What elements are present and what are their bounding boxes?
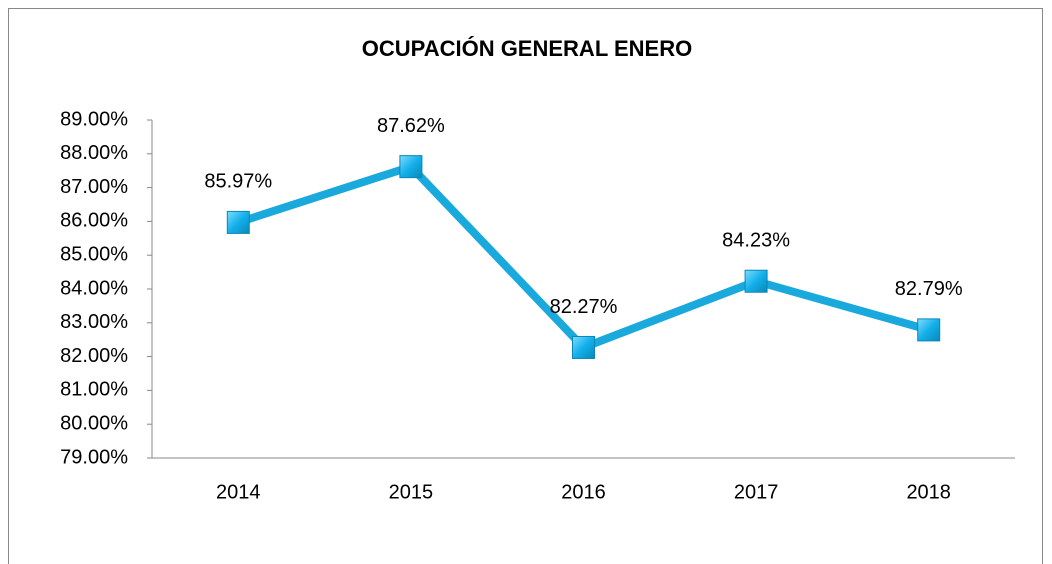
data-label: 85.97% bbox=[204, 171, 272, 193]
y-tick-label: 83.00% bbox=[60, 311, 128, 333]
y-tick-label: 87.00% bbox=[60, 176, 128, 198]
x-tick-label: 2014 bbox=[216, 481, 261, 503]
x-tick-label: 2017 bbox=[734, 481, 779, 503]
x-tick-label: 2015 bbox=[389, 481, 434, 503]
x-tick-label: 2016 bbox=[561, 481, 606, 503]
y-tick-label: 79.00% bbox=[60, 446, 128, 468]
chart-title: OCUPACIÓN GENERAL ENERO bbox=[362, 36, 692, 61]
data-label: 87.62% bbox=[377, 115, 445, 137]
y-tick-label: 80.00% bbox=[60, 412, 128, 434]
y-tick-label: 81.00% bbox=[60, 379, 128, 401]
marker bbox=[917, 318, 941, 342]
y-tick-label: 89.00% bbox=[60, 108, 128, 130]
y-tick-label: 82.00% bbox=[60, 345, 128, 367]
marker bbox=[399, 155, 423, 179]
chart-border bbox=[8, 8, 1043, 564]
series-line bbox=[237, 162, 930, 352]
marker bbox=[572, 335, 595, 359]
data-label: 82.27% bbox=[550, 296, 618, 318]
y-tick-label: 85.00% bbox=[60, 243, 128, 265]
data-label: 82.79% bbox=[895, 278, 963, 300]
marker bbox=[744, 269, 768, 293]
x-tick-label: 2018 bbox=[906, 481, 951, 503]
data-label: 84.23% bbox=[722, 230, 790, 252]
y-tick-label: 86.00% bbox=[60, 210, 128, 232]
marker bbox=[226, 210, 250, 234]
y-tick-label: 88.00% bbox=[60, 142, 128, 164]
y-tick-label: 84.00% bbox=[60, 277, 128, 299]
